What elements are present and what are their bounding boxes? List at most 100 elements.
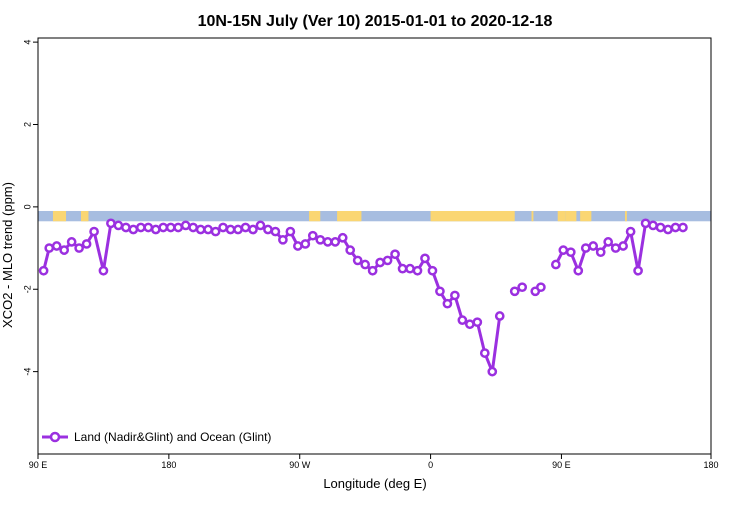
legend: Land (Nadir&Glint) and Ocean (Glint) — [42, 430, 271, 444]
data-point — [38, 265, 49, 276]
data-point — [573, 265, 584, 276]
data-point — [352, 255, 363, 266]
data-point — [270, 226, 281, 237]
land-segment — [309, 210, 321, 222]
data-point — [405, 263, 415, 274]
data-point — [135, 222, 146, 233]
x-tick-label: 0 — [428, 460, 433, 470]
data-point — [442, 298, 453, 309]
data-point — [337, 232, 348, 243]
data-point — [487, 366, 498, 377]
data-point — [225, 224, 236, 235]
data-point — [536, 282, 546, 293]
data-point — [588, 241, 599, 251]
data-point — [450, 290, 460, 301]
land-segment — [337, 210, 362, 222]
data-point — [300, 239, 311, 249]
land-segment — [430, 210, 515, 222]
y-tick-label: 0 — [22, 204, 32, 209]
data-point — [390, 249, 400, 260]
x-tick-label: 90 W — [289, 460, 311, 470]
data-point — [285, 226, 296, 237]
data-point — [143, 222, 154, 233]
data-point — [278, 234, 288, 245]
data-point — [121, 222, 131, 233]
data-point — [173, 222, 184, 233]
data-point — [44, 243, 55, 253]
data-point — [180, 220, 191, 231]
data-point — [248, 224, 258, 235]
x-tick-label: 90 E — [552, 460, 571, 470]
land-segment — [531, 210, 534, 222]
data-point — [330, 237, 341, 247]
data-point — [307, 230, 318, 241]
data-point — [66, 237, 77, 247]
data-point — [203, 224, 213, 235]
data-point — [218, 222, 228, 233]
data-point — [618, 241, 628, 251]
legend-swatch-marker — [49, 431, 61, 443]
data-point — [375, 257, 385, 268]
data-point — [479, 348, 490, 358]
data-point — [293, 241, 303, 251]
data-point — [427, 265, 438, 276]
data-point — [158, 222, 169, 233]
data-point — [59, 245, 70, 255]
data-point — [565, 247, 576, 258]
data-point — [165, 222, 176, 233]
x-tick-label: 180 — [703, 460, 718, 470]
land-segment — [580, 210, 592, 222]
data-point — [210, 226, 221, 237]
land-ocean-band — [38, 210, 711, 222]
data-point — [98, 265, 109, 276]
data-point — [655, 222, 666, 233]
data-point — [420, 253, 430, 264]
y-tick-label: 2 — [22, 122, 32, 127]
data-point — [464, 319, 475, 330]
data-point — [610, 243, 621, 253]
data-point — [255, 220, 266, 231]
data-point — [128, 224, 139, 235]
data-point — [51, 241, 62, 251]
data-point — [195, 224, 206, 235]
x-axis-label: Longitude (deg E) — [323, 476, 426, 491]
data-point — [106, 218, 116, 229]
data-point — [233, 224, 243, 235]
plot-frame — [37, 37, 712, 455]
chart-title: 10N-15N July (Ver 10) 2015-01-01 to 2020… — [198, 13, 553, 30]
data-point — [625, 226, 636, 237]
data-point — [150, 224, 161, 235]
data-point — [678, 222, 688, 233]
data-point — [595, 247, 606, 258]
axes: 90 E 180 90 W 0 90 E 180 4 2 0 -2 -4 — [22, 37, 719, 470]
data-point — [397, 263, 408, 274]
data-point — [113, 220, 124, 231]
series-layer — [38, 218, 688, 377]
data-point — [412, 265, 423, 276]
data-point — [435, 286, 445, 297]
data-point — [89, 226, 99, 237]
land-segment — [557, 210, 566, 222]
data-point — [263, 224, 273, 235]
data-point — [188, 222, 199, 233]
data-point — [382, 255, 393, 266]
data-point — [580, 243, 591, 253]
data-point — [472, 317, 483, 328]
y-tick-label: -2 — [22, 285, 32, 293]
data-point — [345, 245, 356, 255]
data-point — [558, 245, 569, 255]
x-tick-label: 90 E — [29, 460, 48, 470]
y-axis-label: XCO2 - MLO trend (ppm) — [0, 182, 15, 328]
data-point — [517, 282, 528, 293]
data-point — [494, 311, 505, 321]
data-point — [367, 265, 378, 276]
data-point — [640, 218, 651, 229]
land-segment — [625, 210, 627, 222]
data-point — [457, 315, 468, 325]
land-segment — [80, 210, 89, 222]
data-point — [81, 239, 92, 249]
data-point — [633, 265, 643, 276]
y-tick-label: -4 — [22, 368, 32, 376]
